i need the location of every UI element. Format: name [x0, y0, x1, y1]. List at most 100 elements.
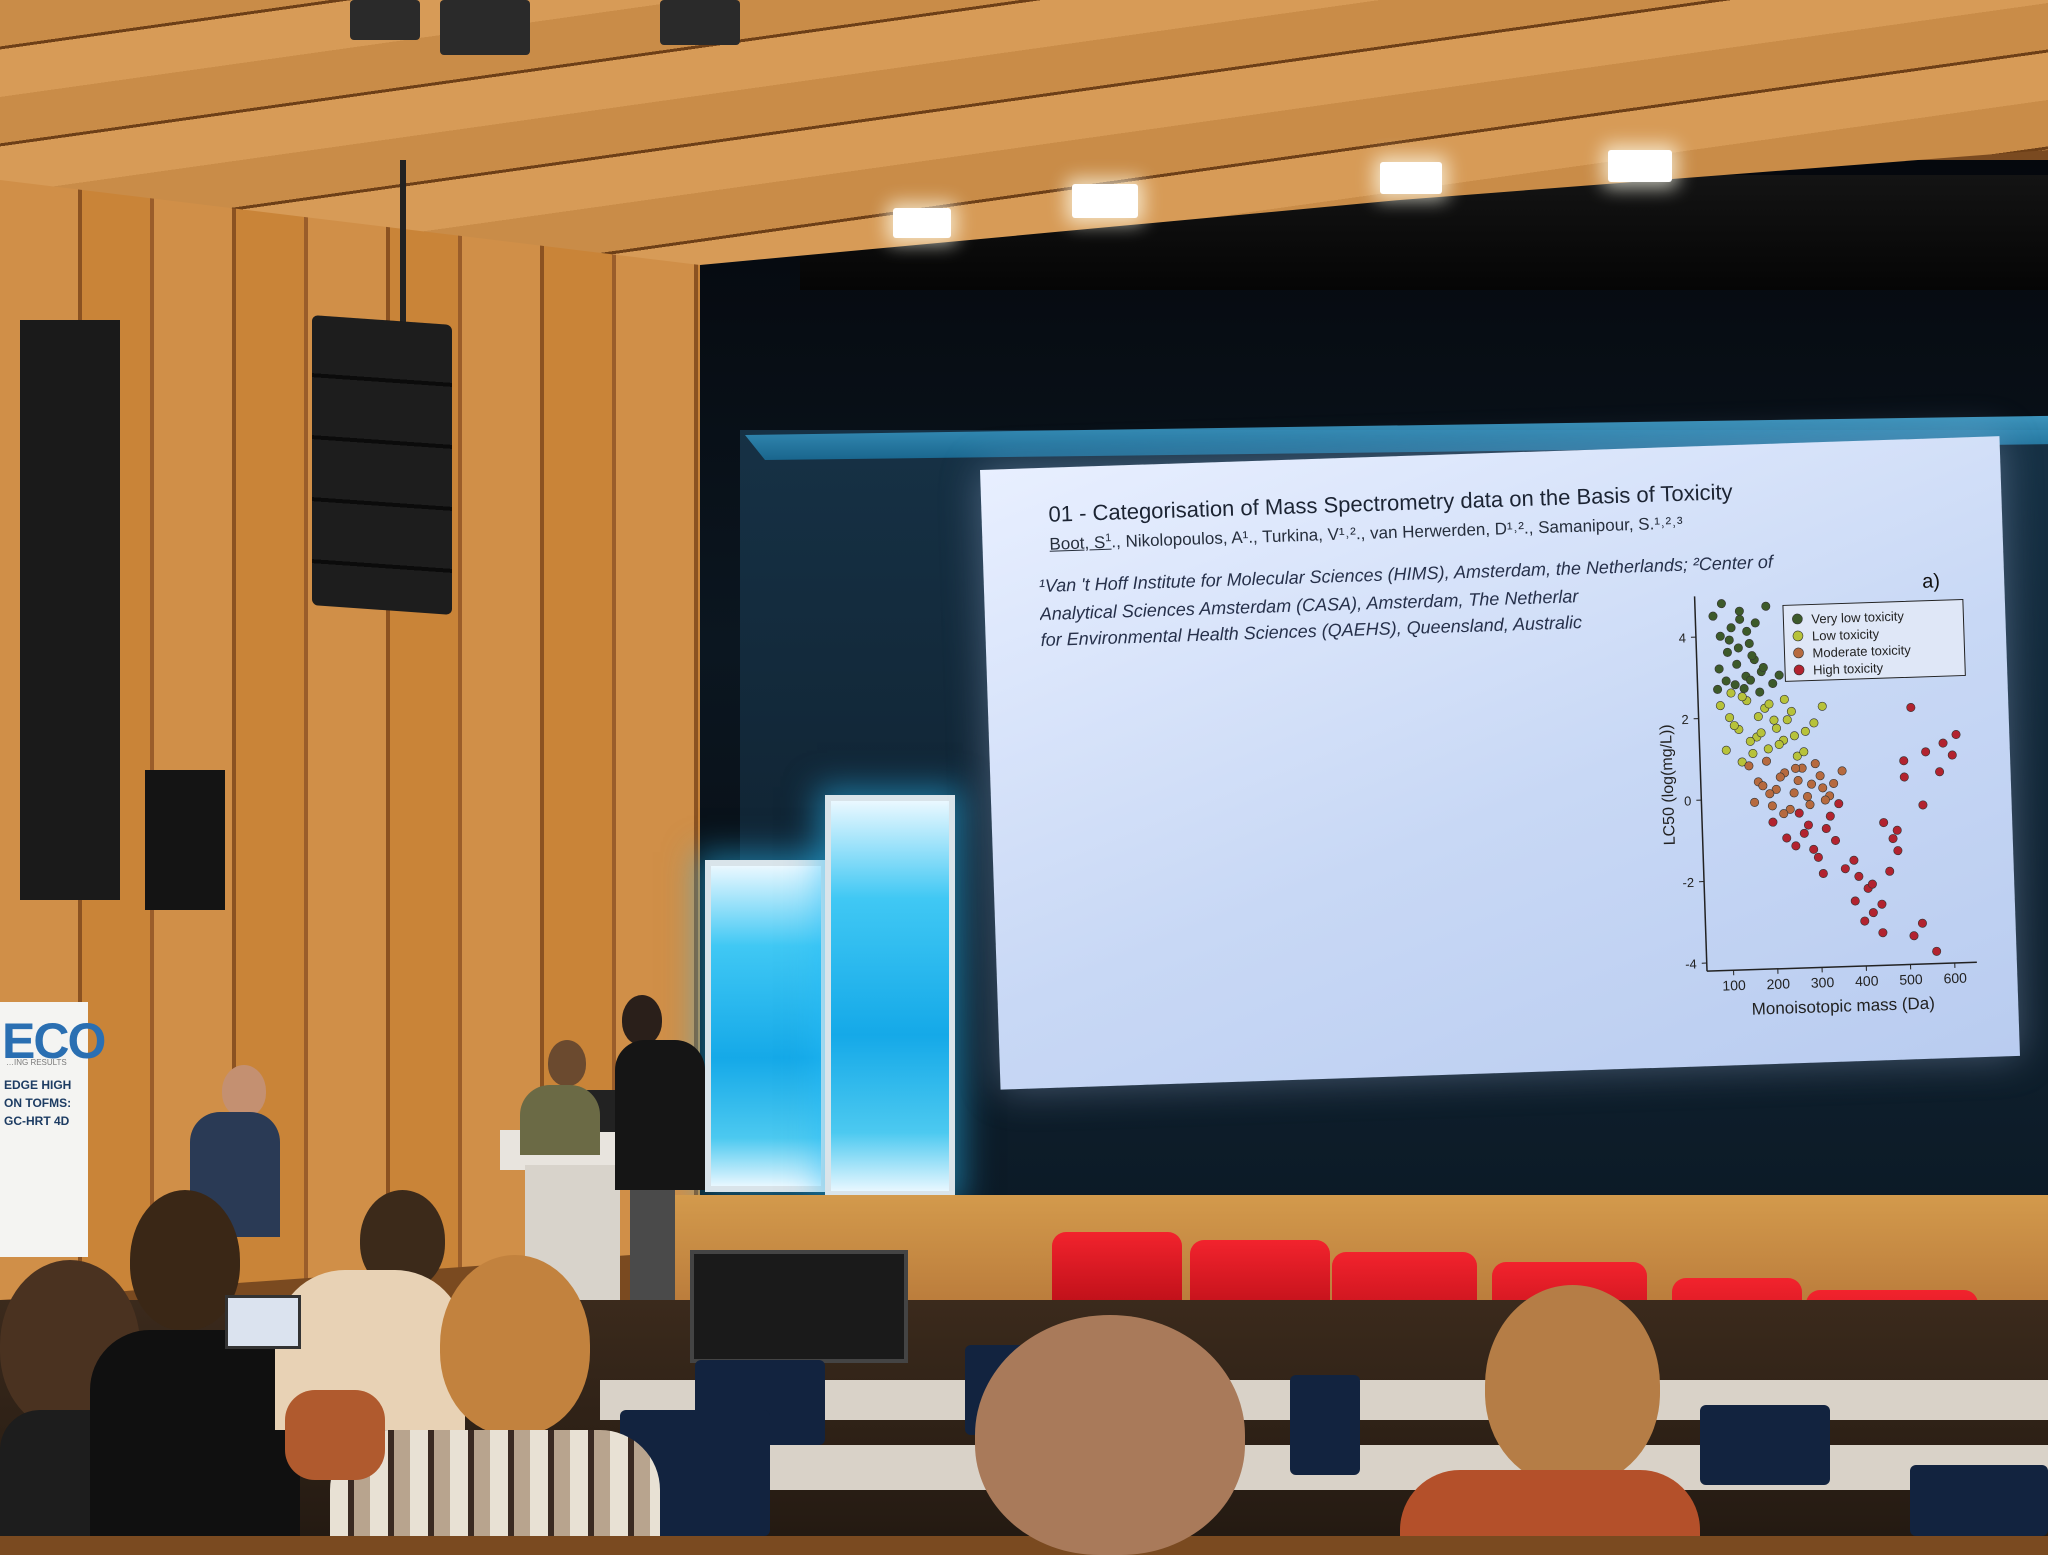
audience-member-head [1485, 1285, 1660, 1485]
data-point [1935, 767, 1944, 776]
data-point [1727, 689, 1736, 698]
audience-chair [1700, 1405, 1830, 1485]
data-point [1893, 826, 1902, 835]
data-point [1807, 780, 1816, 789]
standing-person-head [222, 1065, 266, 1117]
data-point [1952, 730, 1961, 739]
legend-marker [1793, 648, 1803, 658]
data-point [1717, 599, 1726, 608]
x-tick-label: 500 [1899, 971, 1923, 988]
data-point [1775, 671, 1784, 680]
data-point [1765, 700, 1774, 709]
laptop [225, 1295, 301, 1349]
data-point [1713, 685, 1722, 694]
data-point [1814, 853, 1823, 862]
x-tick-label: 400 [1855, 972, 1879, 989]
data-point [1826, 812, 1835, 821]
data-point [1745, 762, 1754, 771]
data-point [1765, 789, 1774, 798]
data-point [1731, 680, 1740, 689]
data-point [1921, 748, 1930, 757]
data-point [1776, 773, 1785, 782]
data-point [1792, 842, 1801, 851]
data-point [1775, 740, 1784, 749]
data-point [1738, 692, 1747, 701]
data-point [1783, 715, 1792, 724]
data-point [1780, 695, 1789, 704]
ceiling-spotlight [350, 0, 420, 40]
data-point [1759, 663, 1768, 672]
data-point [1730, 721, 1739, 730]
monitor [690, 1250, 908, 1363]
data-point [1735, 615, 1744, 624]
data-point [1878, 900, 1887, 909]
data-point [1803, 792, 1812, 801]
data-point [1910, 931, 1919, 940]
audience-member [1400, 1470, 1700, 1536]
data-point [1769, 818, 1778, 827]
data-point [1768, 802, 1777, 811]
ceiling-downlight [1380, 162, 1442, 194]
data-point [1868, 880, 1877, 889]
legend-entry: High toxicity [1813, 660, 1884, 677]
data-point [1850, 856, 1859, 865]
data-point [1811, 759, 1820, 768]
data-point [1841, 864, 1850, 873]
projected-slide: 01 - Categorisation of Mass Spectrometry… [980, 436, 2020, 1089]
banner-text: ON TOFMS: [4, 1096, 71, 1110]
y-tick-label: 2 [1681, 712, 1689, 727]
data-point [1809, 845, 1818, 854]
data-point [1816, 771, 1825, 780]
data-point [1764, 745, 1773, 754]
y-axis-label: LC50 (log(mg/L)) [1658, 724, 1679, 845]
data-point [1855, 872, 1864, 881]
data-point [1918, 919, 1927, 928]
data-point [1819, 869, 1828, 878]
audience-chair [1290, 1375, 1360, 1475]
data-point [1768, 679, 1777, 688]
data-point [1894, 846, 1903, 855]
data-point [1791, 764, 1800, 773]
data-point [1831, 836, 1840, 845]
data-point [1755, 688, 1764, 697]
y-tick-label: 0 [1684, 793, 1692, 808]
banner-text: GC-HRT 4D [4, 1114, 69, 1128]
moderator [615, 1040, 705, 1190]
data-point [1860, 917, 1869, 926]
data-point [1795, 809, 1804, 818]
data-point [1772, 724, 1781, 733]
data-point [1745, 639, 1754, 648]
data-point [1821, 796, 1830, 805]
data-point [1790, 731, 1799, 740]
data-point [1722, 677, 1731, 686]
data-point [1900, 773, 1909, 782]
data-point [1779, 809, 1788, 818]
data-point [1727, 623, 1736, 632]
data-point [1742, 627, 1751, 636]
data-point [1722, 746, 1731, 755]
data-point [1899, 756, 1908, 765]
data-point [1716, 701, 1725, 710]
data-point [1732, 660, 1741, 669]
data-point [1749, 749, 1758, 758]
data-point [1801, 727, 1810, 736]
data-point [1799, 747, 1808, 756]
y-tick-label: -2 [1682, 875, 1694, 890]
legend-entry: Low toxicity [1812, 626, 1880, 643]
legend-marker [1794, 665, 1804, 675]
data-point [1748, 651, 1757, 660]
audience-member-head [440, 1255, 590, 1435]
data-point [1754, 712, 1763, 721]
wall-recess [20, 320, 120, 900]
data-point [1822, 824, 1831, 833]
speaker-rigging [400, 160, 406, 330]
data-point [1818, 784, 1827, 793]
data-point [1716, 632, 1725, 641]
y-axis-line [1695, 596, 1707, 971]
illuminated-pillar [825, 795, 955, 1197]
data-point [1757, 728, 1766, 737]
data-point [1751, 619, 1760, 628]
data-point [1885, 867, 1894, 876]
data-point [1879, 818, 1888, 827]
